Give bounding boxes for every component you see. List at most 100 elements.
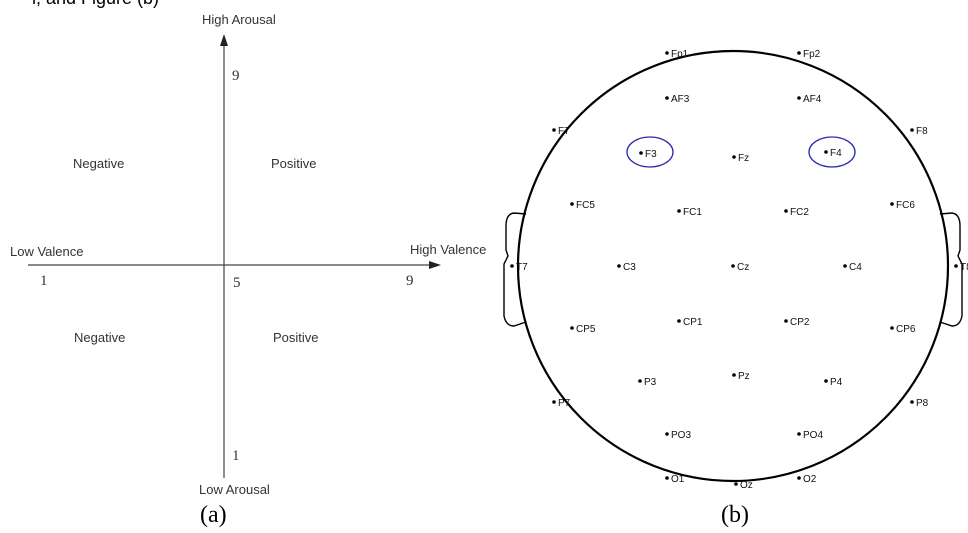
electrode-label: C4 [849, 262, 862, 273]
electrode-dot [890, 326, 894, 330]
electrode-cp6: CP6 [890, 324, 916, 335]
electrode-dot [638, 379, 642, 383]
electrode-cz: Cz [731, 262, 749, 273]
electrode-dot [890, 202, 894, 206]
quadrant-bottom-left: Negative [74, 330, 125, 345]
electrode-fc2: FC2 [784, 207, 809, 218]
electrode-label: O1 [671, 474, 685, 485]
electrode-t7: T7 [510, 262, 528, 273]
electrode-pz: Pz [732, 371, 750, 382]
electrode-label: Fp1 [671, 49, 689, 60]
electrode-label: P4 [830, 377, 843, 388]
electrode-label: PO3 [671, 430, 691, 441]
electrode-dot [784, 209, 788, 213]
electrode-dot [843, 264, 847, 268]
electrode-dot [797, 432, 801, 436]
electrode-label: FC1 [683, 207, 702, 218]
electrode-dot [665, 96, 669, 100]
electrode-label: CP6 [896, 324, 916, 335]
y-bottom-label: Low Arousal [199, 482, 270, 497]
electrode-dot [665, 476, 669, 480]
x-right-label: High Valence [410, 242, 486, 257]
electrode-o1: O1 [665, 474, 685, 485]
electrode-layer: Fp1 Fp2 AF3 AF4 F7 F3 Fz F4 F8 FC5 FC1 FC2 FC6 T7 C3 Cz… [510, 49, 968, 491]
electrode-dot [510, 264, 514, 268]
electrode-fc6: FC6 [890, 200, 915, 211]
quadrant-top-right: Positive [271, 156, 317, 171]
electrode-dot [677, 319, 681, 323]
caption-b: (b) [721, 502, 749, 528]
electrode-f7: F7 [552, 126, 570, 137]
electrode-label: O2 [803, 474, 817, 485]
electrode-label: Fp2 [803, 49, 821, 60]
electrode-t8: T8 [954, 262, 968, 273]
electrode-label: Oz [740, 480, 753, 491]
highlight-f3 [626, 136, 674, 168]
electrode-label: F7 [558, 126, 570, 137]
electrode-label: F4 [830, 148, 842, 159]
electrode-af3: AF3 [665, 94, 690, 105]
electrode-dot [797, 51, 801, 55]
electrode-label: P3 [644, 377, 657, 388]
electrode-dot [665, 432, 669, 436]
caption-a: (a) [200, 502, 227, 528]
electrode-fp2: Fp2 [797, 49, 821, 60]
electrode-label: FC5 [576, 200, 595, 211]
electrode-dot [824, 150, 828, 154]
electrode-c3: C3 [617, 262, 636, 273]
electrode-fc5: FC5 [570, 200, 595, 211]
electrode-fz: Fz [732, 153, 749, 164]
electrode-oz: Oz [734, 480, 753, 491]
electrode-f3: F3 [639, 149, 657, 160]
tick-5-center: 5 [233, 275, 241, 291]
electrode-dot [784, 319, 788, 323]
electrode-label: Fz [738, 153, 749, 164]
electrode-c4: C4 [843, 262, 862, 273]
electrode-label: T8 [960, 262, 968, 273]
electrode-dot [910, 400, 914, 404]
electrode-label: F8 [916, 126, 928, 137]
electrode-fc1: FC1 [677, 207, 702, 218]
electrode-label: AF4 [803, 94, 822, 105]
quadrant-bottom-right: Positive [273, 330, 319, 345]
electrode-dot [732, 373, 736, 377]
quadrant-top-left: Negative [73, 156, 124, 171]
electrode-dot [797, 476, 801, 480]
tick-9-right: 9 [406, 273, 414, 289]
electrode-p3: P3 [638, 377, 657, 388]
electrode-dot [552, 400, 556, 404]
electrode-p7: P7 [552, 398, 571, 409]
electrode-label: F3 [645, 149, 657, 160]
panel-a-valence-arousal: High Arousal Low Arousal Low Valence Hig… [10, 12, 486, 528]
tick-1-left: 1 [40, 273, 48, 289]
electrode-dot [910, 128, 914, 132]
highlight-f4 [808, 136, 856, 168]
arousal-axis-arrow [220, 34, 228, 46]
electrode-label: Cz [737, 262, 749, 273]
electrode-dot [665, 51, 669, 55]
electrode-label: P7 [558, 398, 571, 409]
electrode-label: AF3 [671, 94, 690, 105]
electrode-po4: PO4 [797, 430, 823, 441]
electrode-label: Pz [738, 371, 750, 382]
electrode-dot [570, 202, 574, 206]
tick-1-bottom: 1 [232, 448, 240, 464]
y-top-label: High Arousal [202, 12, 276, 27]
electrode-p4: P4 [824, 377, 843, 388]
electrode-cp5: CP5 [570, 324, 596, 335]
electrode-cp2: CP2 [784, 317, 810, 328]
electrode-af4: AF4 [797, 94, 822, 105]
electrode-dot [797, 96, 801, 100]
electrode-dot [954, 264, 958, 268]
electrode-label: PO4 [803, 430, 823, 441]
electrode-dot [731, 264, 735, 268]
electrode-po3: PO3 [665, 430, 691, 441]
panel-b-eeg-montage: Fp1 Fp2 AF3 AF4 F7 F3 Fz F4 F8 FC5 FC1 FC2 FC6 T7 C3 Cz… [503, 49, 968, 528]
electrode-label: CP1 [683, 317, 703, 328]
electrode-label: CP2 [790, 317, 810, 328]
electrode-label: P8 [916, 398, 929, 409]
valence-axis-arrow [429, 261, 441, 269]
electrode-cp1: CP1 [677, 317, 703, 328]
electrode-f8: F8 [910, 126, 928, 137]
